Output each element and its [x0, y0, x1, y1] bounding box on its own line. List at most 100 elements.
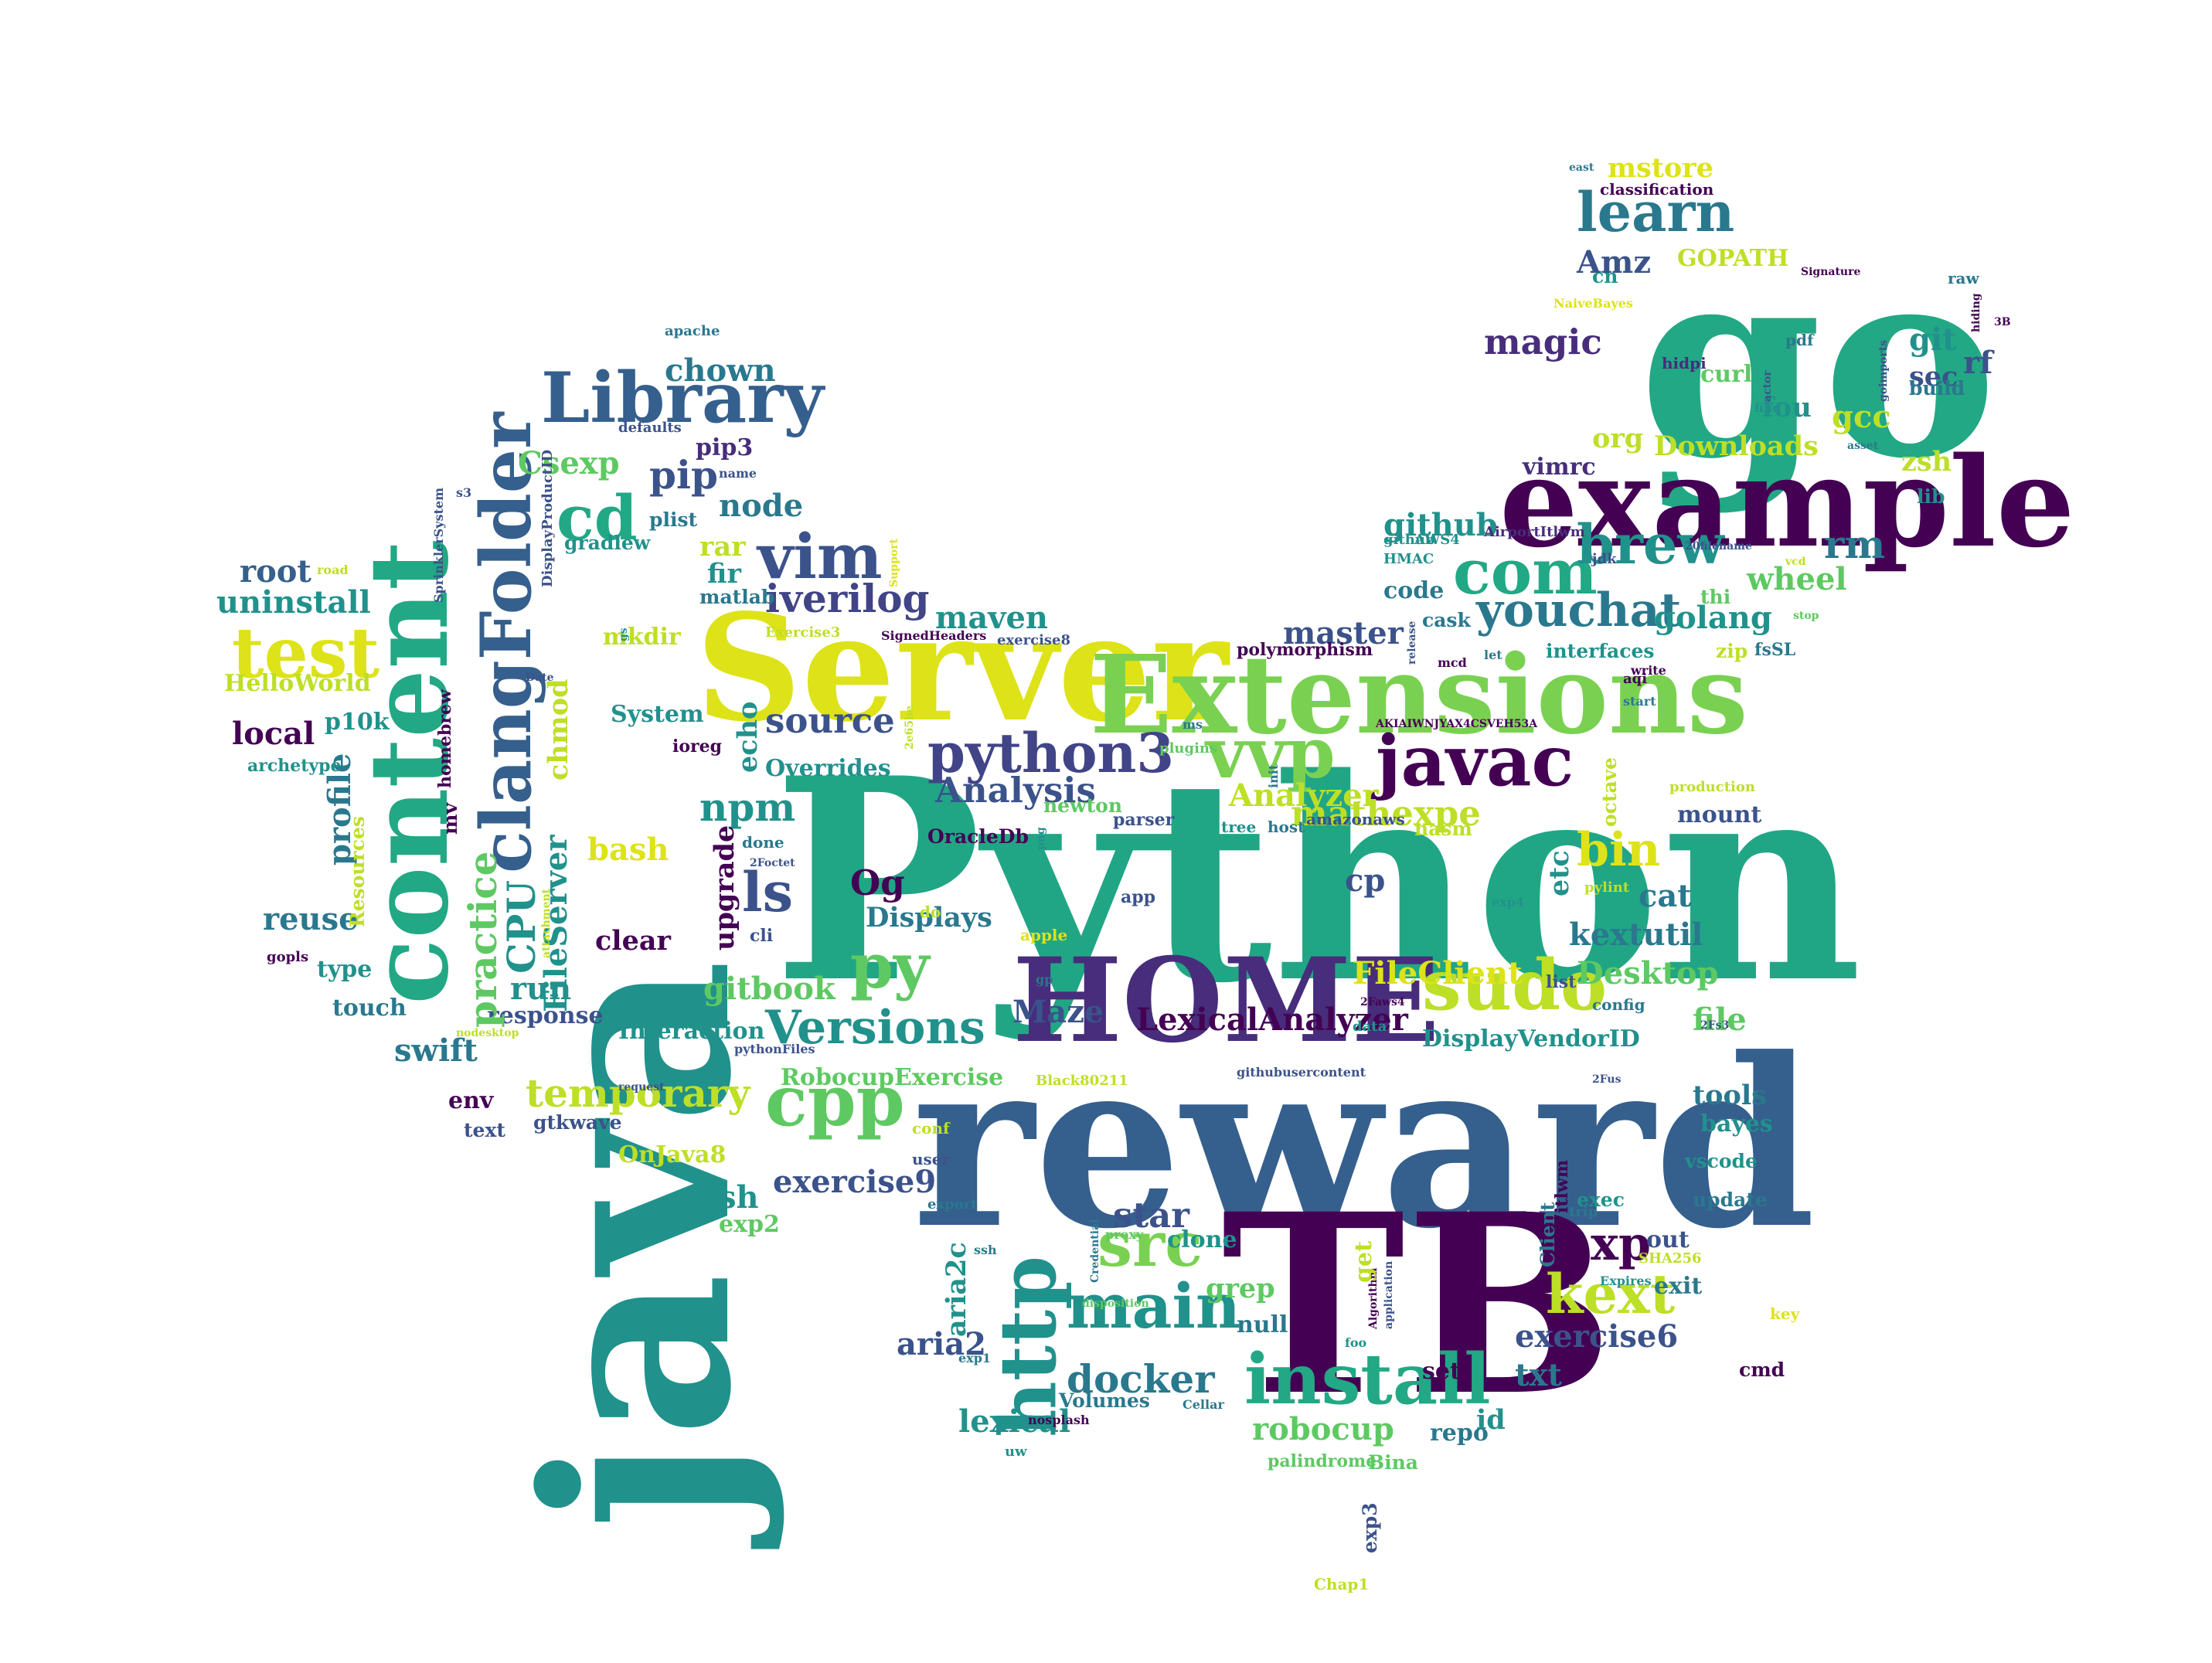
word-cloud-word: cn — [1592, 265, 1618, 287]
word-cloud-word: response — [487, 1002, 604, 1029]
word-cloud-word: hidpi — [1662, 354, 1707, 372]
word-cloud-word: Desktop — [1577, 955, 1719, 991]
word-cloud-word: rm — [1824, 522, 1886, 567]
word-cloud-word: SHA256 — [1639, 1250, 1702, 1267]
word-cloud-word: Displays — [866, 902, 992, 934]
word-cloud-word: Library — [541, 357, 824, 439]
word-cloud-word: write — [1631, 663, 1666, 678]
word-cloud-word: exp4 — [1492, 895, 1525, 910]
word-cloud-word: list — [1546, 972, 1577, 992]
word-cloud-word: cd — [556, 481, 638, 554]
word-cloud-word: plugins — [1159, 740, 1218, 757]
word-cloud-word: palindrome — [1268, 1451, 1377, 1471]
word-cloud-word: bayes — [1700, 1110, 1773, 1138]
word-cloud-word: golang — [1654, 600, 1772, 636]
word-cloud-word: github — [1383, 507, 1498, 543]
word-cloud-word: DisplayProductID — [539, 449, 556, 587]
word-cloud-word: com — [1453, 536, 1598, 608]
word-cloud-word: hiding — [1970, 293, 1982, 332]
word-cloud-word: gs — [618, 627, 630, 641]
word-cloud-word: goimports — [1877, 339, 1890, 402]
word-cloud-word: curl — [1700, 361, 1753, 388]
word-cloud-word: type — [317, 956, 373, 983]
word-cloud-word: tools — [1693, 1080, 1767, 1111]
word-cloud-word: plist — [649, 508, 698, 531]
word-cloud-word: data — [1353, 1019, 1387, 1035]
word-cloud-word: bash — [587, 832, 669, 868]
word-cloud-word: git — [1909, 321, 1957, 358]
word-cloud-word: iverilog — [765, 576, 930, 621]
word-cloud-word: echo — [732, 701, 764, 773]
word-cloud-word: ls — [742, 860, 794, 924]
word-cloud-word: zsh — [1901, 446, 1952, 478]
word-cloud-word: rf — [1963, 345, 1993, 381]
word-cloud-word: Signature — [1801, 266, 1861, 278]
word-cloud-word: gcc — [1832, 399, 1891, 435]
word-cloud-word: Maze — [1012, 994, 1104, 1030]
word-cloud-word: cli — [750, 926, 774, 946]
word-cloud-word: config — [1592, 995, 1645, 1014]
word-cloud-word: java — [488, 959, 788, 1530]
word-cloud-word: upgrade — [709, 825, 740, 951]
word-cloud-word: get — [1350, 1241, 1377, 1283]
word-cloud-word: reward — [912, 1007, 1816, 1280]
word-cloud-word: py — [850, 930, 930, 1002]
word-cloud-word: learn — [1577, 180, 1735, 244]
word-cloud-word: east — [1569, 162, 1594, 174]
word-cloud-word: go — [1639, 209, 1998, 517]
word-cloud-word: id — [1476, 1404, 1506, 1436]
word-cloud-word: gp — [1036, 972, 1053, 987]
word-cloud-word: apache — [665, 323, 720, 339]
word-cloud-word: vcd — [1785, 556, 1806, 568]
word-cloud-word: do — [920, 903, 941, 921]
word-cloud-word: conf — [912, 1119, 950, 1138]
word-cloud-word: parser — [1113, 810, 1175, 830]
word-cloud-word: chmod — [543, 678, 574, 780]
word-cloud-word: mount — [1677, 801, 1762, 828]
word-cloud-word: fir — [707, 558, 741, 590]
word-cloud-word: main — [1067, 1270, 1241, 1342]
word-cloud-word: uw — [1005, 1444, 1027, 1460]
word-cloud-word: RobocupExercise — [781, 1064, 1004, 1091]
word-cloud-word: Og — [850, 862, 905, 903]
word-cloud-word: jdk — [1592, 551, 1617, 567]
word-cloud-word: Python — [773, 717, 1863, 1044]
word-cloud-word: mstore — [1608, 152, 1713, 184]
word-cloud-word: ioreg — [672, 736, 723, 757]
word-cloud-word: cpp — [765, 1060, 905, 1142]
word-cloud-word: nasm — [1414, 818, 1472, 840]
word-cloud-word: OracleDb — [927, 825, 1029, 848]
word-cloud-word: attachment — [540, 888, 553, 958]
word-cloud-word: file — [1693, 1002, 1747, 1038]
word-cloud-word: repo — [1430, 1420, 1489, 1447]
word-cloud-word: Csexp — [518, 445, 620, 481]
word-cloud-word: asset — [1847, 440, 1879, 452]
word-cloud-word: code — [1383, 577, 1445, 604]
word-cloud-word: release — [1406, 621, 1418, 665]
word-cloud-word: let — [1484, 648, 1502, 662]
word-cloud-word: node — [719, 488, 804, 524]
word-cloud-word: example — [1499, 430, 2075, 575]
word-cloud-word: text — [464, 1119, 505, 1141]
word-cloud-word: lib — [1917, 485, 1945, 508]
word-cloud-word: done — [742, 833, 784, 852]
word-cloud-word: Support — [888, 538, 900, 587]
word-cloud-word: Cellar — [1183, 1397, 1224, 1412]
word-cloud-word: kext — [1546, 1262, 1676, 1326]
word-cloud-word: source — [765, 700, 895, 741]
word-cloud-word: Amz — [1577, 244, 1652, 281]
word-cloud-word: local — [232, 716, 315, 752]
word-cloud-word: vim — [757, 520, 883, 593]
word-cloud-word: rar — [699, 531, 746, 563]
word-cloud-word: Volumes — [1059, 1389, 1150, 1412]
word-cloud-word: sh — [719, 1179, 759, 1216]
word-cloud-word: vscode — [1685, 1150, 1758, 1172]
word-cloud-word: Credential — [1089, 1219, 1101, 1283]
word-cloud-word: apple — [1020, 926, 1068, 944]
word-cloud-word: cp — [1345, 862, 1386, 899]
word-cloud-word: actor — [1761, 370, 1774, 402]
word-cloud-word: github — [1383, 532, 1435, 548]
word-cloud-word: zip — [1716, 640, 1748, 662]
word-cloud-word: star — [1113, 1195, 1189, 1236]
